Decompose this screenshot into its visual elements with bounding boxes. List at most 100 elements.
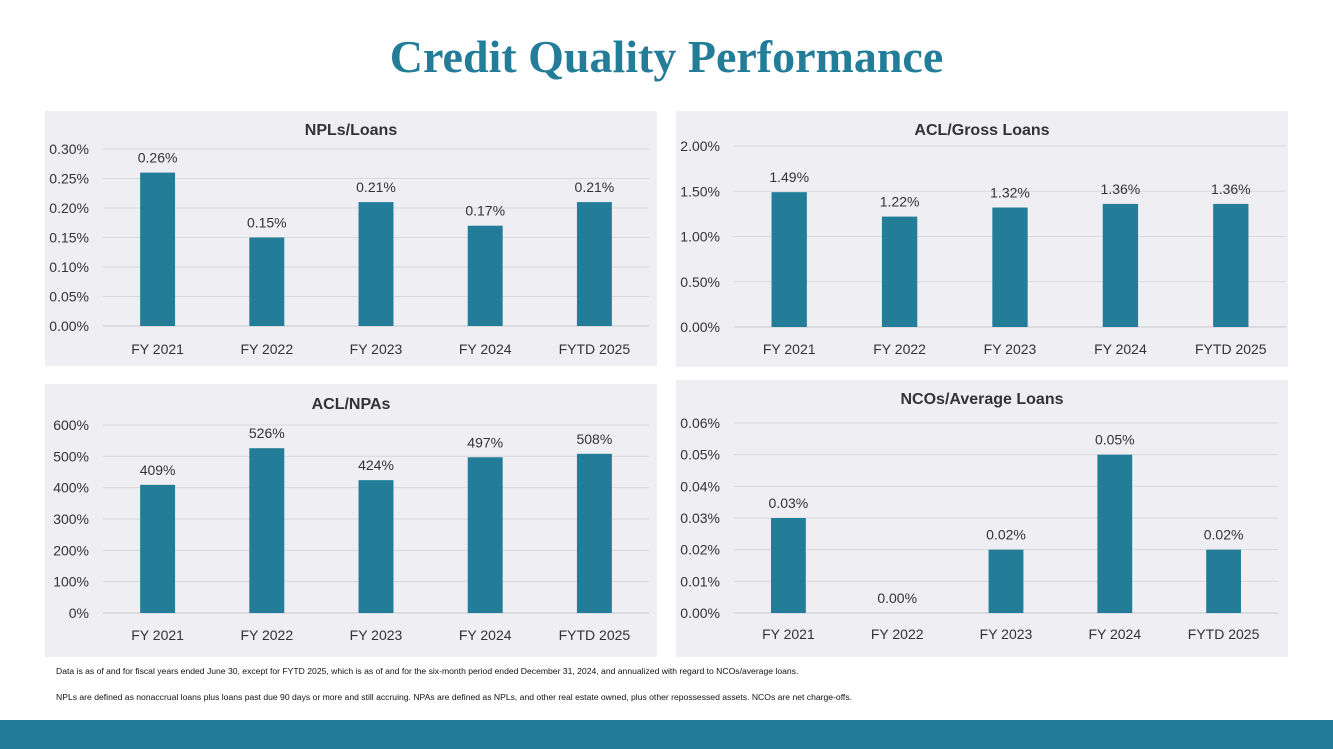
y-tick-label: 0.05% xyxy=(680,447,720,463)
bar xyxy=(770,518,806,613)
chart-ncos-average-loans: NCOs/Average Loans 0.00% 0.01% 0.02% 0.03% 0.… xyxy=(680,391,1278,642)
data-label: 409% xyxy=(140,462,176,478)
bar xyxy=(1097,454,1133,613)
x-tick-label: FY 2022 xyxy=(240,627,293,643)
bar xyxy=(988,549,1024,613)
chart-panel-acl-gross-loans: ACL/Gross Loans 0.00% 0.50% 1.00% 1.50% 2.00%… xyxy=(676,111,1288,367)
x-tick-label: FY 2024 xyxy=(459,341,512,357)
x-tick-label: FY 2021 xyxy=(762,626,815,642)
data-label: 508% xyxy=(576,431,612,447)
y-tick-label: 100% xyxy=(53,574,89,590)
y-tick-label: 400% xyxy=(53,480,89,496)
data-label: 0.00% xyxy=(877,590,917,606)
y-tick-label: 0.10% xyxy=(49,259,89,275)
bar xyxy=(358,480,394,613)
page-title: Credit Quality Performance xyxy=(389,31,944,82)
data-label: 0.21% xyxy=(356,179,396,195)
bar xyxy=(140,484,176,613)
x-tick-label: FY 2023 xyxy=(350,627,403,643)
data-label: 1.36% xyxy=(1101,181,1141,197)
y-tick-label: 0.50% xyxy=(680,274,720,290)
x-tick-label: FY 2023 xyxy=(980,626,1033,642)
x-tick-label: FYTD 2025 xyxy=(1195,341,1267,357)
x-tick-label: FY 2022 xyxy=(240,341,293,357)
bar xyxy=(1102,203,1139,327)
x-tick-label: FY 2024 xyxy=(1094,341,1147,357)
y-tick-label: 0% xyxy=(69,605,89,621)
x-tick-label: FY 2021 xyxy=(131,627,184,643)
y-tick-label: 0.02% xyxy=(680,542,720,558)
chart-title: NCOs/Average Loans xyxy=(900,391,1063,408)
y-tick-label: 0.01% xyxy=(680,573,720,589)
data-label: 424% xyxy=(358,457,394,473)
y-tick-label: 0.00% xyxy=(49,318,89,334)
footnote-2: NPLs are defined as nonaccrual loans plu… xyxy=(56,692,852,702)
bar xyxy=(140,172,176,326)
bar xyxy=(576,453,612,613)
data-label: 1.36% xyxy=(1211,181,1251,197)
y-tick-label: 0.04% xyxy=(680,478,720,494)
data-label: 497% xyxy=(467,434,503,450)
data-label: 1.32% xyxy=(990,185,1030,201)
data-label: 0.05% xyxy=(1095,432,1135,448)
y-tick-label: 600% xyxy=(53,417,89,433)
bar xyxy=(467,457,503,613)
y-tick-label: 500% xyxy=(53,448,89,464)
footnote-1: Data is as of and for fiscal years ended… xyxy=(56,666,799,676)
data-label: 0.02% xyxy=(1204,527,1244,543)
chart-panel-npls-loans: NPLs/Loans 0.00% 0.05% 0.10% 0.15% 0.20% 0.25%… xyxy=(45,111,657,366)
x-tick-label: FYTD 2025 xyxy=(1188,626,1260,642)
x-tick-label: FY 2023 xyxy=(984,341,1037,357)
data-label: 0.15% xyxy=(247,215,287,231)
data-label: 1.49% xyxy=(769,169,809,185)
y-tick-label: 1.50% xyxy=(680,183,720,199)
y-tick-label: 0.05% xyxy=(49,289,89,305)
x-tick-label: FY 2022 xyxy=(871,626,924,642)
bar xyxy=(358,202,394,326)
chart-title: ACL/NPAs xyxy=(312,396,391,413)
data-label: 1.22% xyxy=(880,194,920,210)
bar xyxy=(467,225,503,326)
x-tick-label: FY 2023 xyxy=(350,341,403,357)
data-label: 0.03% xyxy=(769,495,809,511)
bar xyxy=(576,202,612,326)
x-tick-label: FY 2021 xyxy=(131,341,184,357)
data-label: 526% xyxy=(249,425,285,441)
y-tick-label: 0.00% xyxy=(680,605,720,621)
data-label: 0.17% xyxy=(465,203,505,219)
bar xyxy=(881,216,918,327)
y-tick-label: 0.25% xyxy=(49,171,89,187)
data-label: 0.21% xyxy=(575,179,615,195)
chart-acl-npas: ACL/NPAs 0% 100% 200% 300% 400% 500% 600% 409% FY… xyxy=(53,396,649,643)
y-tick-label: 300% xyxy=(53,511,89,527)
data-label: 0.02% xyxy=(986,527,1026,543)
x-tick-label: FYTD 2025 xyxy=(559,627,631,643)
bar xyxy=(771,192,807,327)
x-tick-label: FY 2021 xyxy=(763,341,816,357)
chart-acl-gross-loans: ACL/Gross Loans 0.00% 0.50% 1.00% 1.50% 2.00%… xyxy=(680,122,1286,357)
x-tick-label: FY 2024 xyxy=(1088,626,1141,642)
data-label: 0.26% xyxy=(138,150,178,166)
y-tick-label: 0.15% xyxy=(49,230,89,246)
footer-bar xyxy=(0,720,1333,749)
chart-panel-ncos-average-loans: NCOs/Average Loans 0.00% 0.01% 0.02% 0.03% 0.… xyxy=(676,380,1288,657)
x-tick-label: FY 2022 xyxy=(873,341,926,357)
y-tick-label: 0.06% xyxy=(680,415,720,431)
chart-title: ACL/Gross Loans xyxy=(914,122,1049,139)
bar xyxy=(249,448,285,613)
y-tick-label: 0.03% xyxy=(680,510,720,526)
chart-panel-acl-npas: ACL/NPAs 0% 100% 200% 300% 400% 500% 600% 409% FY… xyxy=(45,384,657,657)
y-tick-label: 2.00% xyxy=(680,138,720,154)
chart-npls-loans: NPLs/Loans 0.00% 0.05% 0.10% 0.15% 0.20% 0.25%… xyxy=(49,122,649,357)
y-tick-label: 0.20% xyxy=(49,200,89,216)
bar xyxy=(1206,549,1242,613)
chart-title: NPLs/Loans xyxy=(305,122,398,139)
bar xyxy=(992,207,1028,327)
y-tick-label: 0.00% xyxy=(680,319,720,335)
y-tick-label: 200% xyxy=(53,542,89,558)
y-tick-label: 1.00% xyxy=(680,229,720,245)
x-tick-label: FY 2024 xyxy=(459,627,512,643)
y-tick-label: 0.30% xyxy=(49,141,89,157)
bar xyxy=(1213,203,1249,327)
x-tick-label: FYTD 2025 xyxy=(559,341,631,357)
